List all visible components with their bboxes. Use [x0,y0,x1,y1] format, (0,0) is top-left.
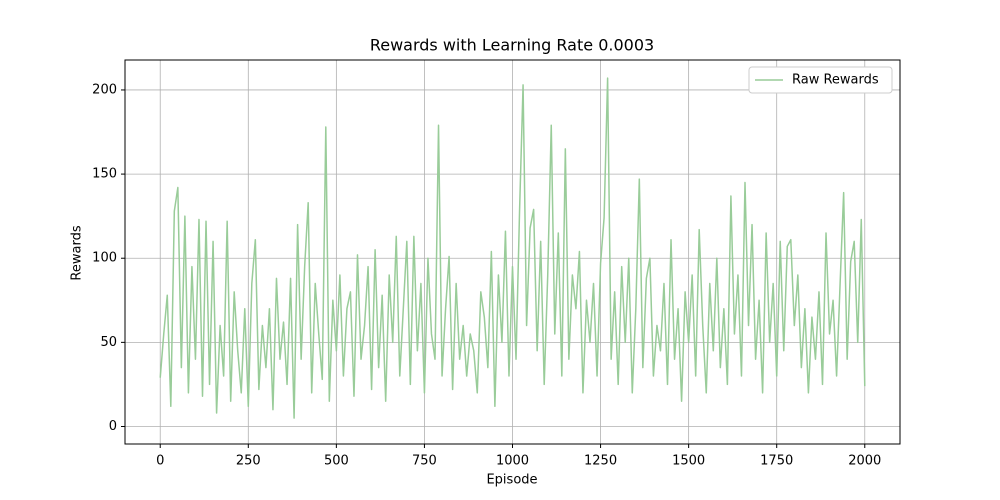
y-tick-label: 150 [92,167,117,182]
x-tick-label: 2000 [848,454,881,469]
x-axis-label: Episode [486,473,537,488]
x-tick-label: 1000 [496,454,529,469]
x-tick-label: 750 [412,454,437,469]
x-tick-label: 1250 [584,454,617,469]
y-tick-label: 0 [109,419,117,434]
x-tick-label: 1500 [672,454,705,469]
y-tick-label: 200 [92,82,117,97]
x-tick-label: 250 [236,454,261,469]
chart-title: Rewards with Learning Rate 0.0003 [370,36,654,55]
x-tick-label: 500 [324,454,349,469]
series-line [159,77,866,419]
legend-box [748,66,893,94]
plot-frame [124,59,901,445]
x-tick-label: 1750 [760,454,793,469]
legend-label: Raw Rewards [792,73,879,88]
x-tick-label: 0 [156,454,164,469]
y-axis-label: Rewards [70,225,85,280]
y-tick-label: 100 [92,251,117,266]
y-tick-label: 50 [100,335,117,350]
